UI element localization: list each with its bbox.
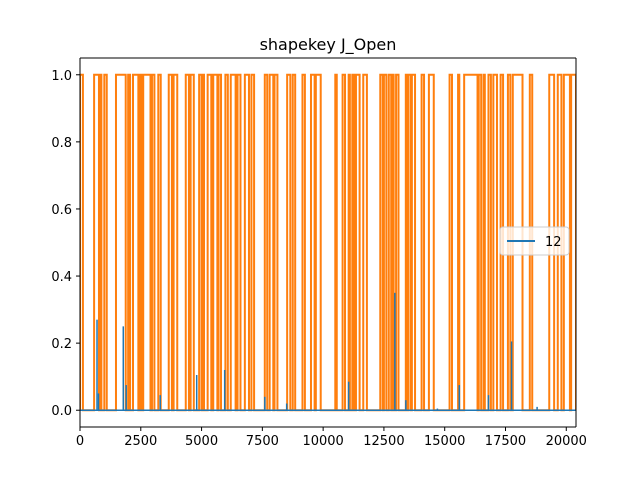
x-tick-label: 0 xyxy=(76,434,84,449)
x-tick-label: 2500 xyxy=(124,434,157,449)
legend: 12 xyxy=(499,226,570,256)
y-axis-ticks: 0.0 0.2 0.4 0.6 0.8 1.0 xyxy=(51,69,80,419)
y-tick-label: 0.2 xyxy=(51,337,72,352)
y-tick-label: 0.4 xyxy=(51,270,72,285)
x-tick-label: 12500 xyxy=(363,434,404,449)
x-tick-label: 15000 xyxy=(424,434,465,449)
x-tick-label: 5000 xyxy=(185,434,218,449)
y-tick-label: 0.0 xyxy=(51,404,72,419)
chart-title: shapekey J_Open xyxy=(260,35,397,55)
x-tick-label: 20000 xyxy=(546,434,587,449)
y-tick-label: 0.8 xyxy=(51,136,72,151)
y-tick-label: 0.6 xyxy=(51,203,72,218)
x-axis-ticks: 0 2500 5000 7500 10000 12500 15000 17500 20000 xyxy=(76,427,587,449)
x-tick-label: 7500 xyxy=(246,434,279,449)
legend-label-12: 12 xyxy=(545,235,562,250)
y-tick-label: 1.0 xyxy=(51,69,72,84)
x-tick-label: 17500 xyxy=(485,434,526,449)
axes xyxy=(79,57,577,428)
series-layer xyxy=(80,73,576,412)
x-tick-label: 10000 xyxy=(302,434,343,449)
